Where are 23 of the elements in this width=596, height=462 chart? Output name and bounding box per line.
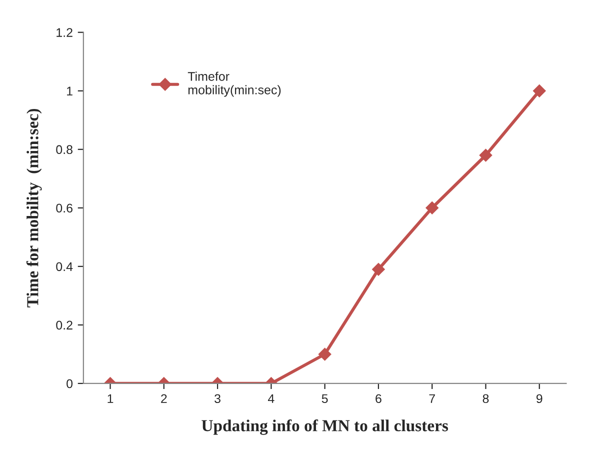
y-tick-label: 0.6	[56, 204, 72, 213]
x-tick-label: 9	[536, 394, 542, 404]
x-tick-label: 4	[268, 394, 274, 403]
x-axis-title: Updating info of MN to all clusters	[202, 419, 448, 435]
x-tick-label: 2	[161, 394, 167, 403]
x-tick-label: 8	[482, 394, 489, 404]
legend-label: Timefor mobility(min:sec)	[188, 72, 281, 97]
x-tick-label: 6	[376, 394, 382, 404]
x-tick-label: 5	[322, 394, 328, 404]
x-tick-label: 7	[429, 394, 435, 403]
x-tick-label: 1	[108, 394, 114, 403]
y-tick-label: 1	[67, 86, 72, 96]
y-axis-title: Time for mobility (min:sec)	[26, 108, 42, 308]
point	[479, 148, 492, 162]
point	[372, 262, 385, 276]
y-tick-label: 0.4	[56, 262, 73, 272]
point	[426, 201, 439, 214]
y-tick-label: 1.2	[56, 28, 72, 37]
point	[532, 84, 546, 98]
y-tick-label: 0	[66, 379, 73, 388]
x-tick-label: 3	[214, 394, 220, 404]
y-tick-label: 0.8	[56, 145, 72, 154]
y-tick-label: 0.2	[56, 320, 72, 330]
